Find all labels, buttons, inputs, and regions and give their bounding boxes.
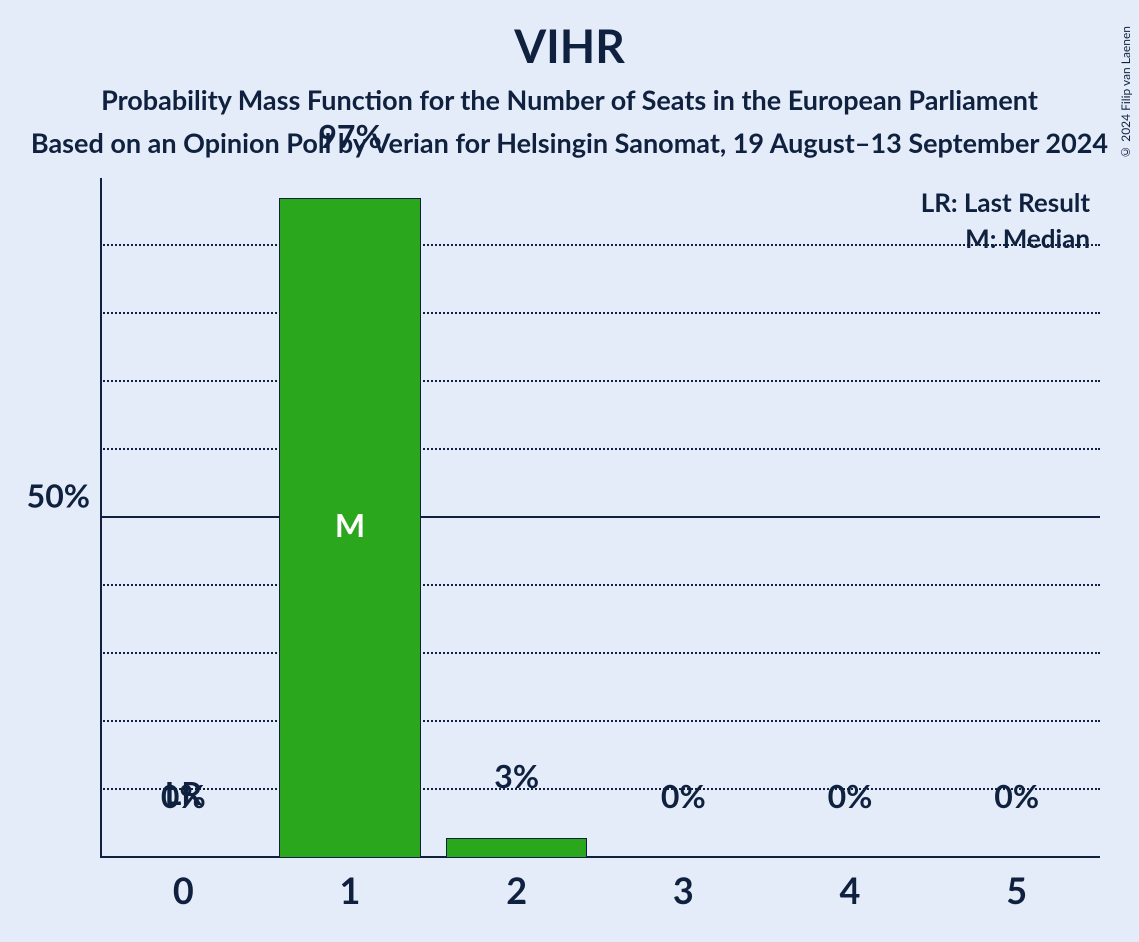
bar-value-label: 97% bbox=[318, 116, 381, 155]
gridline bbox=[100, 448, 1100, 450]
gridline bbox=[100, 788, 1100, 790]
gridline bbox=[100, 584, 1100, 586]
x-axis-line bbox=[100, 856, 1100, 858]
chart-title-main: VIHR bbox=[0, 18, 1139, 73]
chart-plot-area: LR: Last Result M: Median 0%LR97%M3%0%0%… bbox=[100, 178, 1100, 858]
bar-value-label: 0% bbox=[661, 776, 706, 815]
gridline bbox=[100, 312, 1100, 314]
bar-value-label: 0% bbox=[994, 776, 1039, 815]
x-axis-tick-label: 1 bbox=[340, 868, 361, 912]
gridline bbox=[100, 516, 1100, 518]
gridline bbox=[100, 380, 1100, 382]
lr-annotation: LR bbox=[165, 773, 202, 812]
y-axis-tick-label: 50% bbox=[0, 476, 90, 515]
bar-value-label: 3% bbox=[494, 756, 539, 795]
bar-value-label: 0% bbox=[828, 776, 873, 815]
y-axis-line bbox=[100, 178, 102, 858]
median-annotation: M bbox=[335, 505, 365, 544]
chart-subtitle-1: Probability Mass Function for the Number… bbox=[0, 83, 1139, 116]
chart-subtitle-2: Based on an Opinion Poll by Verian for H… bbox=[0, 126, 1139, 159]
gridline bbox=[100, 720, 1100, 722]
x-axis-tick-label: 5 bbox=[1006, 868, 1027, 912]
bar bbox=[446, 838, 588, 858]
x-axis-tick-label: 3 bbox=[673, 868, 694, 912]
x-axis-tick-label: 2 bbox=[506, 868, 527, 912]
chart-plot: 0%LR97%M3%0%0%0% bbox=[100, 178, 1100, 858]
x-axis-tick-label: 4 bbox=[840, 868, 861, 912]
copyright-text: © 2024 Filip van Laenen bbox=[1118, 26, 1133, 160]
x-axis-tick-label: 0 bbox=[173, 868, 194, 912]
gridline bbox=[100, 244, 1100, 246]
gridline bbox=[100, 652, 1100, 654]
